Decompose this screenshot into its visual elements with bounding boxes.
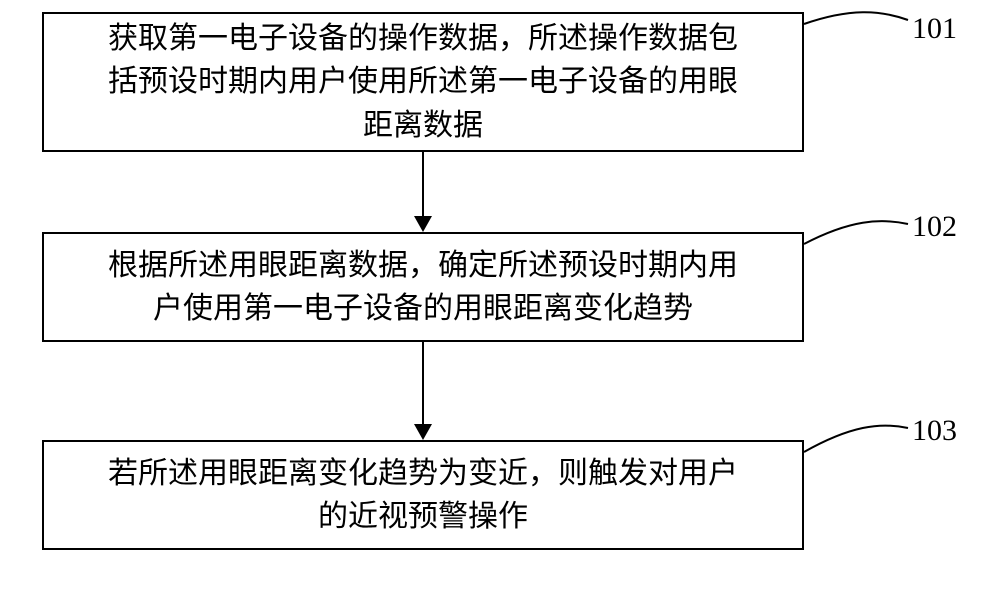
step-label-101: 101	[912, 12, 957, 46]
step-label-102: 102	[912, 210, 957, 244]
flow-node-text: 获取第一电子设备的操作数据，所述操作数据包 括预设时期内用户使用所述第一电子设备…	[108, 17, 738, 148]
arrow-line	[422, 342, 424, 424]
flow-node-text: 若所述用眼距离变化趋势为变近，则触发对用户 的近视预警操作	[108, 452, 738, 539]
flow-node-text: 根据所述用眼距离数据，确定所述预设时期内用 户使用第一电子设备的用眼距离变化趋势	[108, 244, 738, 331]
flowchart-canvas: 获取第一电子设备的操作数据，所述操作数据包 括预设时期内用户使用所述第一电子设备…	[0, 0, 1000, 603]
arrow-head-icon	[414, 216, 432, 232]
step-label-103: 103	[912, 414, 957, 448]
flow-node-n2: 根据所述用眼距离数据，确定所述预设时期内用 户使用第一电子设备的用眼距离变化趋势	[42, 232, 804, 342]
flow-node-n3: 若所述用眼距离变化趋势为变近，则触发对用户 的近视预警操作	[42, 440, 804, 550]
arrow-head-icon	[414, 424, 432, 440]
flow-node-n1: 获取第一电子设备的操作数据，所述操作数据包 括预设时期内用户使用所述第一电子设备…	[42, 12, 804, 152]
arrow-line	[422, 152, 424, 216]
